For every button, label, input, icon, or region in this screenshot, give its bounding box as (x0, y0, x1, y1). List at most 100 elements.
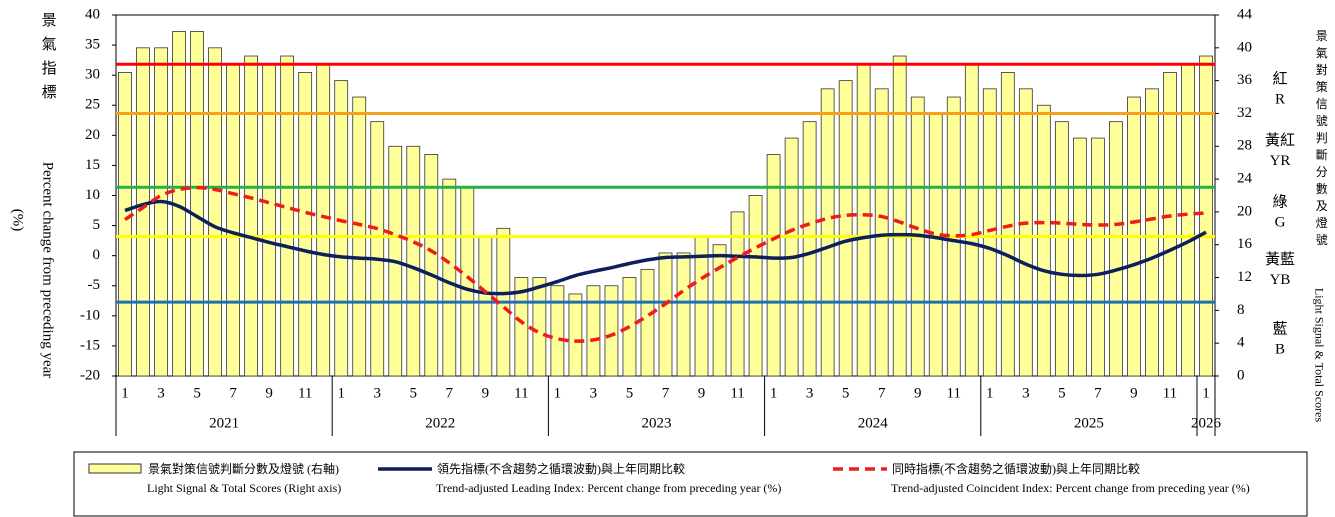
bar (820, 88, 835, 377)
bar (1091, 137, 1105, 377)
y2-tick-label: 40 (1237, 39, 1252, 55)
signal-label-zh: 黃藍 (1265, 251, 1295, 268)
x-tick-label: 1 (121, 385, 129, 401)
x-tick-label: 3 (806, 385, 814, 401)
signal-label-zh: 藍 (1272, 321, 1287, 338)
x-tick-label: 3 (590, 385, 598, 401)
x-tick-label: 9 (914, 385, 922, 401)
x-tick-label: 3 (373, 385, 381, 401)
y-tick-label: 15 (85, 157, 100, 173)
x-tick-label: 1 (337, 385, 345, 401)
y-label: Percent change from preceding year (40, 162, 56, 379)
x-tick-label: 9 (265, 385, 273, 401)
bar (640, 268, 655, 377)
bar (1145, 88, 1159, 377)
year-label: 2021 (209, 415, 239, 431)
x-tick-label: 1 (554, 385, 562, 401)
bar (856, 63, 871, 377)
bar (658, 252, 673, 377)
signal-label-en: G (1275, 214, 1286, 230)
x-tick-label: 7 (1094, 385, 1102, 401)
bar (964, 63, 979, 377)
x-tick-label: 11 (298, 385, 312, 401)
y2-tick-label: 36 (1237, 72, 1253, 88)
x-tick-label: 7 (446, 385, 454, 401)
bar (874, 88, 889, 377)
y2-tick-label: 16 (1237, 236, 1253, 252)
bar (568, 293, 583, 377)
bar (1109, 121, 1123, 377)
y-tick-label: 5 (93, 217, 101, 233)
bar (190, 31, 204, 377)
leading-line (124, 199, 1207, 296)
signal-label-zh: 黃紅 (1265, 132, 1295, 149)
bar (334, 80, 349, 377)
y-label-zh: 景氣指標 (40, 12, 57, 108)
x-tick-label: 9 (698, 385, 706, 401)
bar (226, 63, 240, 377)
bar (1054, 121, 1069, 377)
bar (676, 252, 691, 377)
bar (298, 72, 313, 377)
x-tick-label: 5 (193, 385, 201, 401)
y-unit: (%) (10, 209, 26, 232)
bar (550, 285, 565, 377)
legend-label-en: Trend-adjusted Leading Index: Percent ch… (436, 481, 781, 495)
y-tick-label: 35 (85, 37, 100, 53)
y-tick-label: 30 (85, 67, 100, 83)
x-tick-label: 5 (410, 385, 418, 401)
y-tick-label: 10 (85, 187, 100, 203)
x-tick-label: 7 (878, 385, 886, 401)
legend-label: 領先指標(不含趨勢之循環波動)與上年同期比較 (437, 461, 685, 476)
y2-tick-label: 8 (1237, 302, 1245, 318)
y-tick-label: -20 (80, 367, 100, 383)
y2-label: Light Signal & Total Scores (1312, 288, 1326, 423)
coincident-line (124, 185, 1207, 343)
x-tick-label: 5 (1058, 385, 1066, 401)
y-tick-label: 0 (93, 247, 101, 263)
bar (1163, 72, 1177, 377)
legend-label: 景氣對策信號判斷分數及燈號 (右軸) (148, 461, 339, 476)
y-tick-label: -10 (80, 307, 100, 323)
bar (532, 277, 547, 377)
year-label: 2022 (425, 415, 455, 431)
y2-tick-label: 12 (1237, 269, 1252, 285)
bar (370, 121, 385, 377)
signal-label-zh: 紅 (1272, 70, 1287, 87)
bar (136, 47, 150, 377)
year-label: 2026 (1191, 415, 1222, 431)
x-tick-label: 11 (730, 385, 744, 401)
bar (208, 47, 222, 377)
x-tick-label: 3 (157, 385, 165, 401)
bar (442, 178, 457, 377)
year-label: 2025 (1074, 415, 1104, 431)
bar (424, 154, 439, 377)
bar (748, 195, 763, 377)
legend-box (73, 451, 1308, 517)
x-tick-label: 7 (662, 385, 670, 401)
y2-tick-label: 24 (1237, 171, 1253, 187)
x-tick-label: 1 (1202, 385, 1210, 401)
bar (154, 47, 168, 377)
bar (262, 63, 277, 377)
x-tick-label: 9 (1130, 385, 1138, 401)
x-tick-label: 5 (842, 385, 850, 401)
bar (1199, 55, 1213, 377)
legend-swatch (88, 463, 142, 474)
y2-tick-label: 0 (1237, 367, 1245, 383)
y-tick-label: 20 (85, 127, 100, 143)
x-tick-label: 1 (770, 385, 778, 401)
bar (478, 236, 493, 377)
signal-label-en: B (1275, 342, 1285, 358)
x-tick-label: 9 (482, 385, 490, 401)
y2-tick-label: 44 (1237, 6, 1253, 22)
x-tick-label: 7 (229, 385, 237, 401)
x-tick-label: 1 (986, 385, 994, 401)
signal-label-en: R (1275, 91, 1285, 107)
y2-tick-label: 20 (1237, 203, 1252, 219)
bar (1036, 104, 1051, 377)
x-tick-label: 3 (1022, 385, 1030, 401)
bar (766, 154, 781, 377)
x-tick-label: 11 (514, 385, 528, 401)
